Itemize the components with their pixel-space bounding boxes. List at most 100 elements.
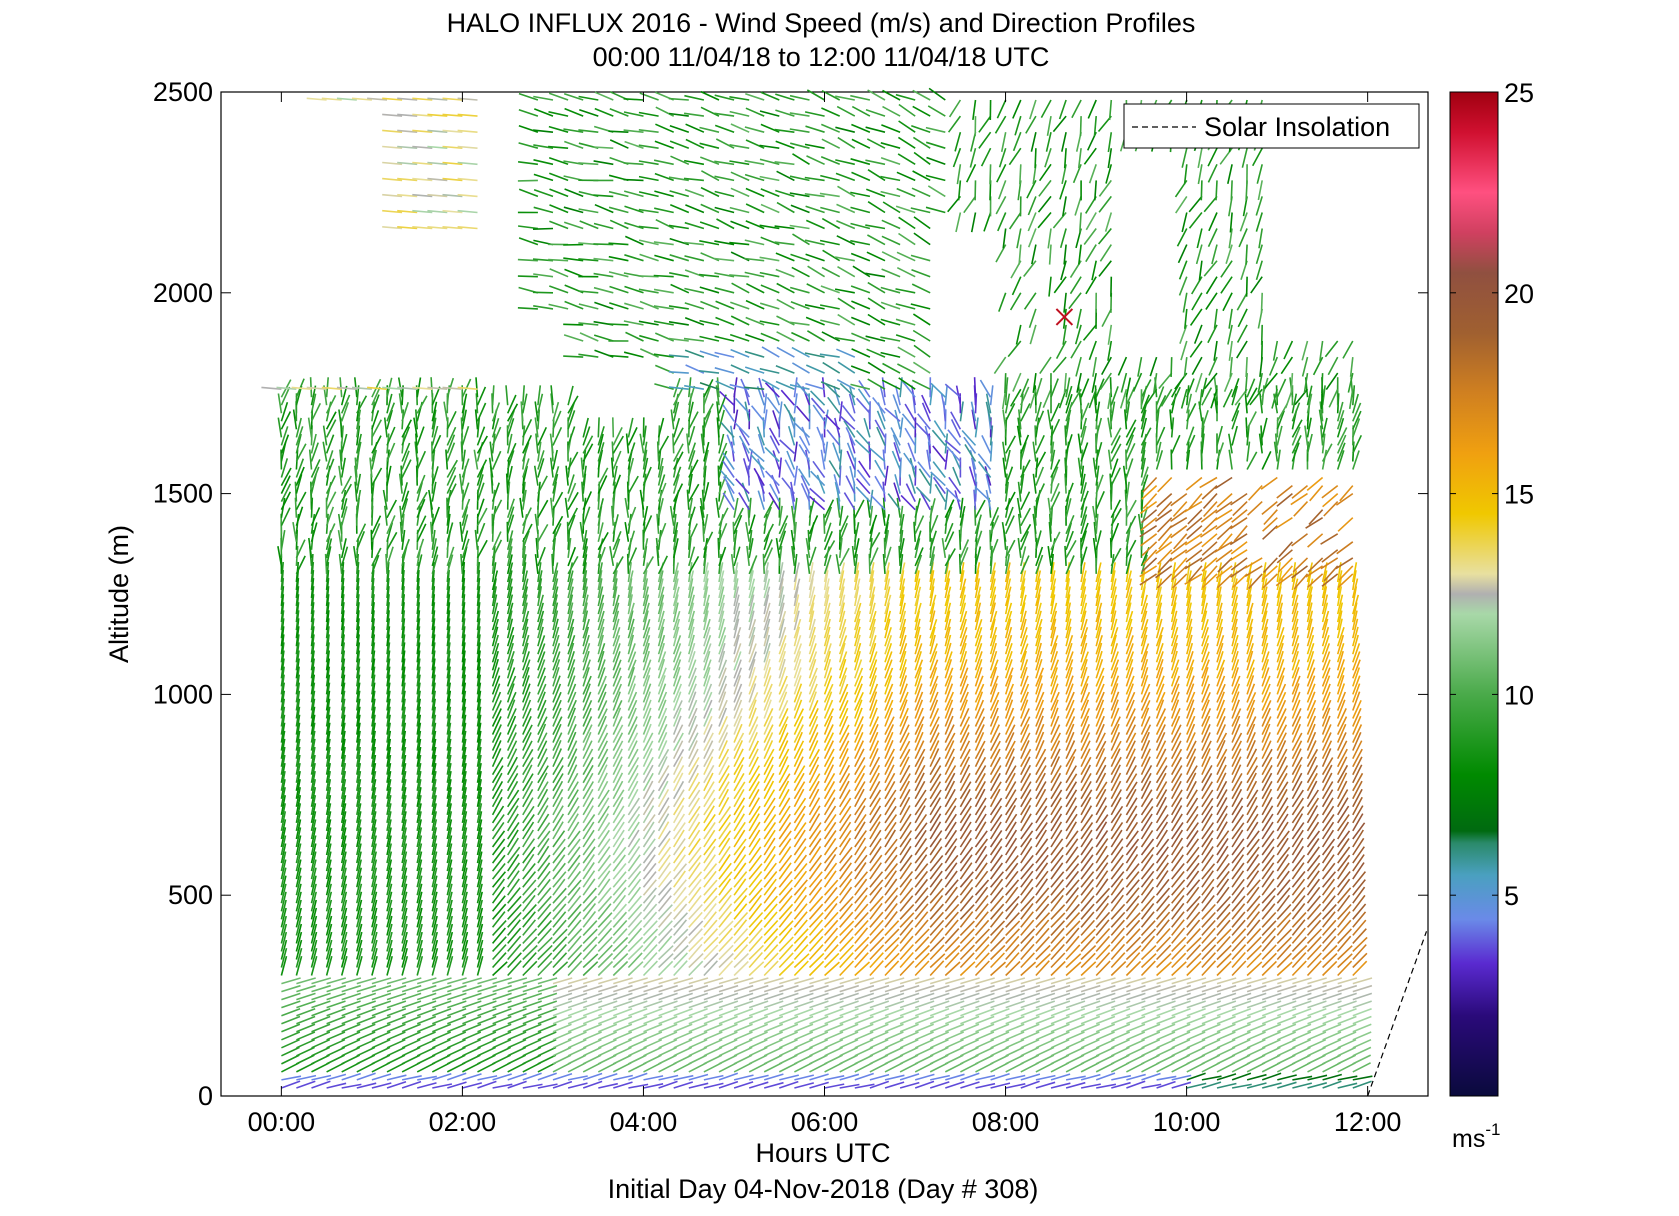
wind-barb — [386, 827, 392, 848]
wind-barb — [356, 859, 362, 880]
wind-barb — [401, 770, 407, 791]
wind-barb — [310, 746, 316, 767]
wind-barb — [446, 618, 451, 639]
wind-barb — [507, 829, 519, 848]
wind-barb — [341, 992, 361, 1001]
wind-barb — [477, 1008, 497, 1017]
wind-barb — [356, 1082, 377, 1089]
wind-barb — [326, 1062, 345, 1073]
wind-barb — [325, 851, 332, 872]
wind-barb — [401, 666, 406, 687]
wind-barb — [431, 650, 436, 671]
wind-barb — [401, 642, 406, 663]
wind-barb — [431, 401, 438, 422]
wind-barb — [295, 706, 301, 727]
wind-barb — [325, 770, 331, 791]
wind-barb — [341, 984, 362, 993]
wind-barb — [295, 433, 302, 454]
wind-barb — [416, 923, 423, 944]
wind-barb — [416, 714, 422, 735]
wind-barb — [356, 706, 361, 727]
wind-barb — [325, 939, 333, 960]
wind-barb — [340, 883, 348, 904]
wind-barb — [461, 642, 466, 663]
wind-barb — [280, 706, 286, 727]
wind-barb — [506, 578, 513, 599]
wind-barb — [280, 746, 286, 767]
wind-barb — [371, 984, 392, 993]
wind-barb — [432, 984, 452, 993]
wind-barb — [401, 450, 410, 470]
wind-barb — [356, 803, 362, 824]
wind-barb — [491, 450, 502, 470]
wind-barb — [416, 867, 423, 888]
wind-barb — [325, 787, 332, 807]
wind-barb — [356, 634, 360, 655]
wind-barb — [281, 1062, 300, 1073]
wind-barb — [356, 530, 366, 551]
wind-barb — [506, 667, 516, 687]
wind-barb — [491, 426, 502, 446]
wind-barb — [457, 177, 478, 182]
wind-barb — [506, 691, 517, 711]
wind-barb — [446, 475, 457, 494]
wind-barb — [462, 1073, 482, 1081]
wind-barb — [446, 730, 452, 751]
wind-barb — [371, 923, 378, 944]
wind-barb — [356, 992, 377, 1001]
wind-barb — [442, 226, 463, 230]
wind-barb — [397, 386, 418, 390]
wind-barb — [399, 505, 403, 526]
wind-barb — [325, 458, 335, 478]
wind-barb — [295, 642, 300, 663]
wind-barb — [431, 626, 436, 647]
wind-barb — [295, 458, 305, 478]
wind-barb — [431, 386, 441, 406]
wind-barb — [280, 883, 287, 904]
wind-barb — [386, 843, 392, 864]
wind-barb — [386, 658, 391, 679]
wind-barb — [477, 1054, 496, 1065]
wind-barb — [416, 803, 422, 824]
wind-barb — [386, 899, 393, 920]
wind-barb — [446, 835, 453, 856]
wind-barb — [401, 795, 407, 816]
wind-barb — [401, 618, 406, 639]
wind-barb — [507, 853, 520, 872]
wind-barb — [371, 738, 376, 759]
wind-barb — [507, 1062, 526, 1073]
wind-barb — [325, 714, 331, 735]
wind-barb — [386, 682, 391, 703]
wind-barb — [325, 819, 332, 840]
wind-barb — [401, 738, 407, 759]
wind-barb — [371, 626, 376, 647]
wind-barb — [310, 634, 315, 655]
wind-barb — [506, 634, 515, 655]
wind-barb — [280, 923, 288, 944]
wind-barb — [412, 226, 433, 230]
wind-barb — [461, 803, 468, 824]
wind-barb — [338, 409, 343, 430]
wind-barb — [431, 754, 437, 775]
wind-barb — [623, 178, 644, 182]
wind-barb — [432, 1023, 452, 1033]
wind-barb — [367, 97, 388, 101]
wind-barb — [340, 610, 345, 631]
wind-barb — [340, 899, 348, 920]
wind-barb — [491, 756, 504, 776]
wind-barb — [446, 626, 451, 647]
wind-barb — [475, 393, 479, 414]
wind-barb — [401, 602, 405, 623]
wind-barb — [491, 700, 502, 719]
wind-barb — [340, 738, 346, 759]
wind-barb — [371, 779, 377, 799]
wind-barb — [340, 498, 348, 518]
wind-barb — [371, 891, 378, 912]
wind-barb — [442, 161, 463, 166]
wind-barb — [461, 666, 466, 687]
wind-barb — [310, 851, 317, 872]
wind-barb — [280, 754, 286, 775]
wind-barb — [386, 546, 394, 567]
wind-barb — [281, 1054, 300, 1065]
wind-barb — [491, 821, 505, 840]
